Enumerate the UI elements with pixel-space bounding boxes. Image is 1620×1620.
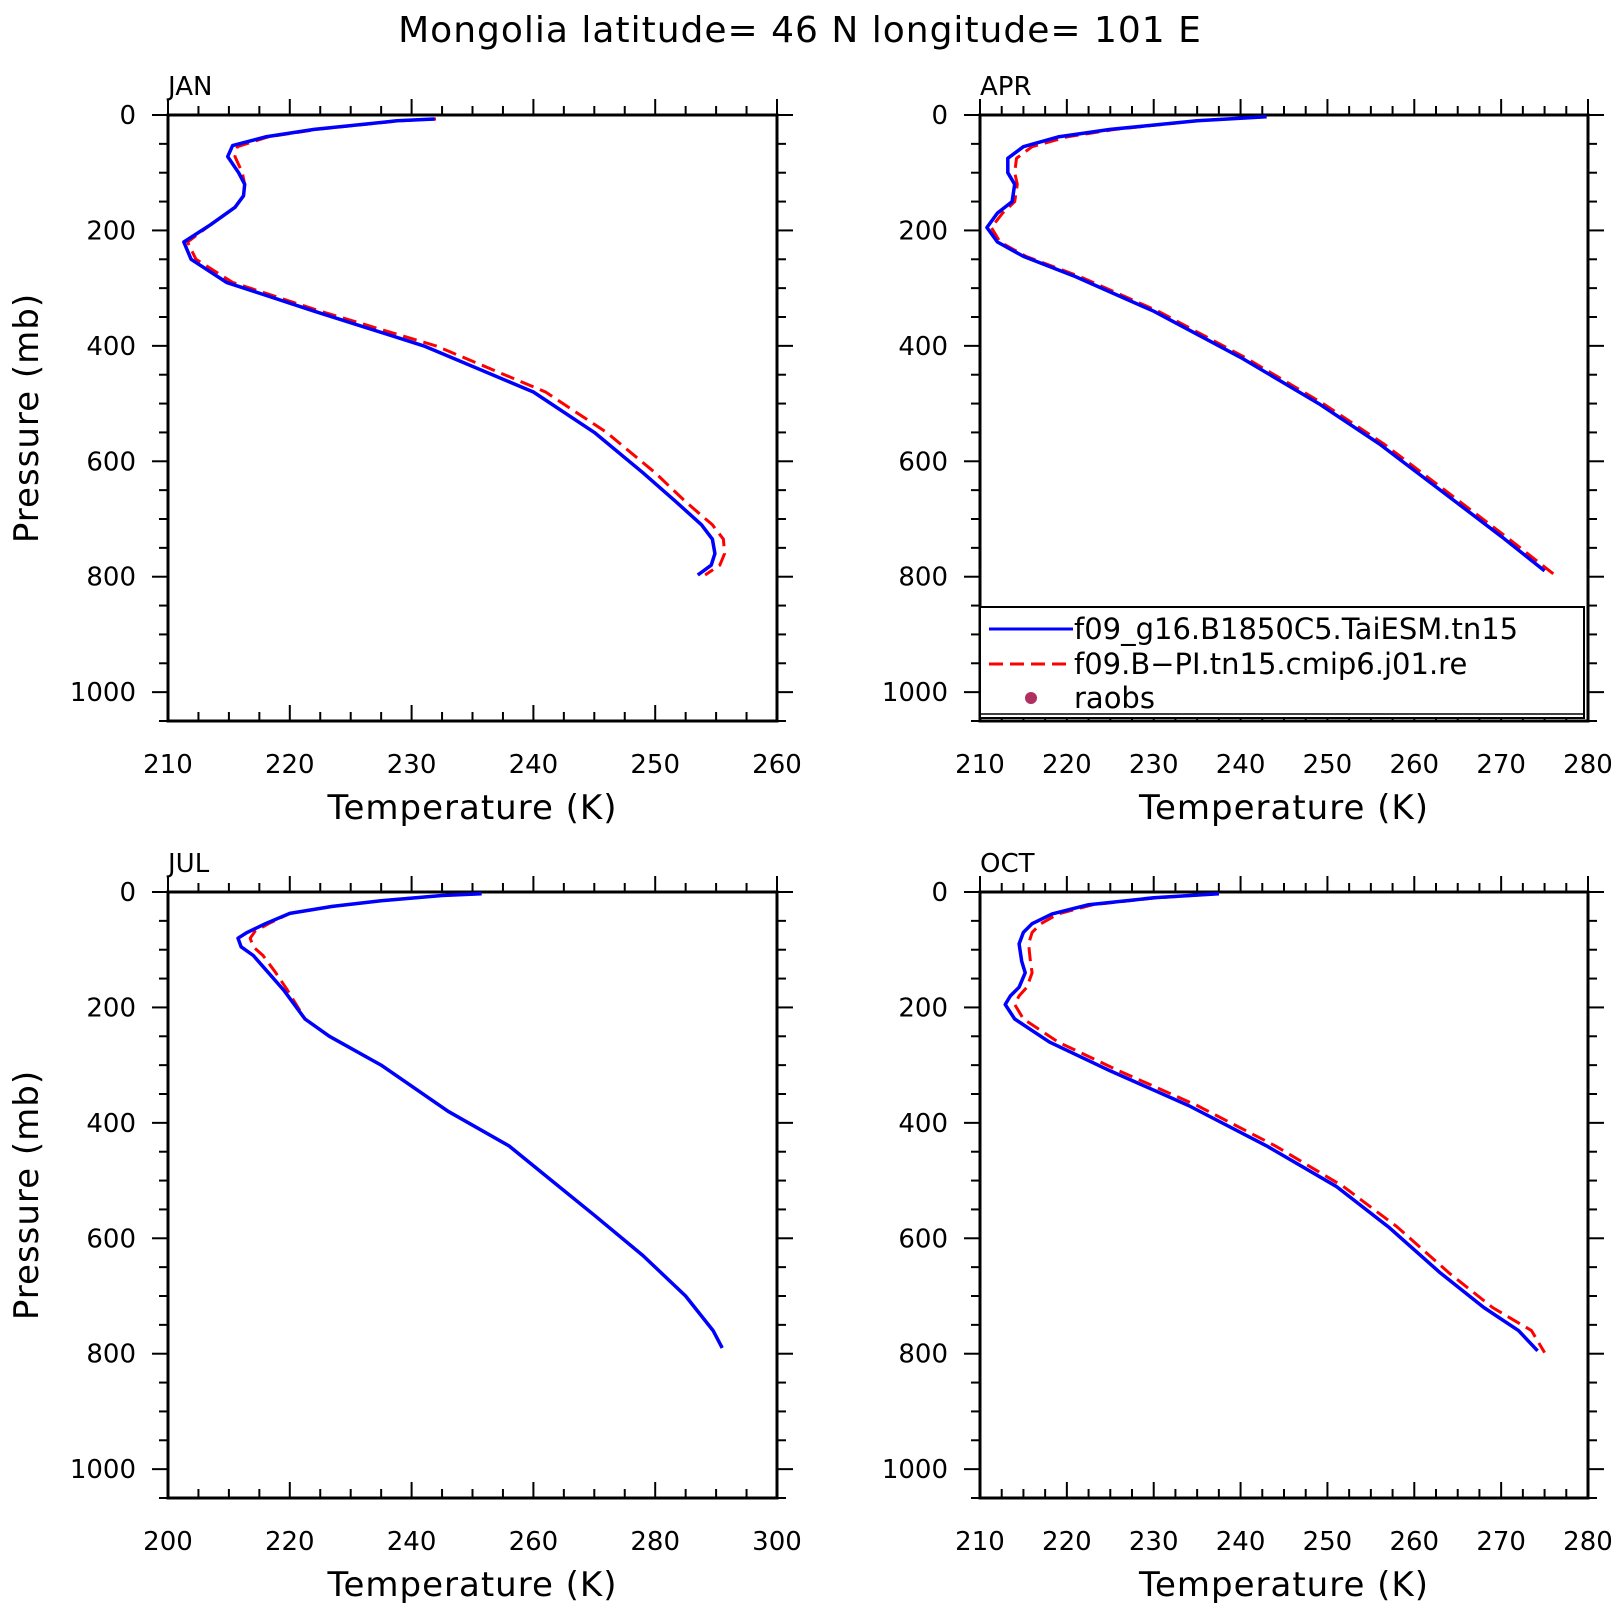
- y-tick-label: 600: [86, 447, 136, 477]
- x-axis-label: Temperature (K): [326, 1565, 617, 1605]
- x-tick-label: 260: [1389, 1527, 1439, 1557]
- y-tick-label: 400: [898, 332, 948, 362]
- x-tick-label: 220: [265, 1527, 315, 1557]
- y-tick-label: 0: [931, 101, 948, 131]
- y-tick-label: 600: [898, 1224, 948, 1254]
- x-tick-label: 210: [955, 1527, 1005, 1557]
- panel-jan: JAN 0 200 400 600 800 1000 210 220 230 240 250 260 Te…: [7, 72, 802, 828]
- y-tick-label: 200: [898, 216, 948, 246]
- series-line-taiesm: [236, 891, 724, 1349]
- x-tick-label: 240: [387, 1527, 437, 1557]
- y-tick-label: 600: [898, 447, 948, 477]
- x-tick-label: 250: [1303, 1527, 1353, 1557]
- x-tick-label: 210: [143, 750, 193, 780]
- x-tick-label: 260: [509, 1527, 559, 1557]
- x-axis-label: Temperature (K): [1138, 1565, 1429, 1605]
- legend: f09_g16.B1850C5.TaiESM.tn15f09.B−PI.tn15…: [979, 606, 1585, 719]
- panel-label: JAN: [166, 72, 212, 102]
- series-line-cmip6: [989, 115, 1555, 575]
- panel-label: OCT: [980, 849, 1035, 879]
- y-tick-label: 1000: [882, 678, 948, 708]
- x-tick-label: 240: [509, 750, 559, 780]
- y-tick-label: 600: [86, 1224, 136, 1254]
- x-tick-label: 300: [752, 1527, 802, 1557]
- y-tick-label: 0: [931, 878, 948, 908]
- x-tick-label: 220: [1042, 1527, 1092, 1557]
- legend-marker-raobs: [1025, 692, 1037, 704]
- y-tick-label: 1000: [70, 678, 136, 708]
- x-tick-label: 270: [1476, 750, 1526, 780]
- legend-label: f09.B−PI.tn15.cmip6.j01.re: [1074, 647, 1467, 681]
- panel-label: JUL: [166, 849, 210, 879]
- x-tick-label: 280: [630, 1527, 680, 1557]
- y-tick-label: 800: [86, 563, 136, 593]
- y-tick-label: 0: [119, 878, 136, 908]
- y-tick-label: 1000: [70, 1455, 136, 1485]
- plot-frame: [166, 890, 779, 1500]
- figure-title: Mongolia latitude= 46 N longitude= 101 E: [398, 10, 1202, 51]
- y-tick-label: 200: [898, 993, 948, 1023]
- legend-label: f09_g16.B1850C5.TaiESM.tn15: [1074, 612, 1518, 646]
- x-tick-label: 220: [1042, 750, 1092, 780]
- series-line-taiesm: [1003, 891, 1539, 1353]
- x-tick-label: 270: [1476, 1527, 1526, 1557]
- x-tick-label: 220: [265, 750, 315, 780]
- x-tick-label: 240: [1216, 750, 1266, 780]
- x-tick-label: 200: [143, 1527, 193, 1557]
- series-line-taiesm: [182, 117, 717, 577]
- x-tick-label: 260: [1389, 750, 1439, 780]
- x-tick-label: 230: [1129, 750, 1179, 780]
- x-tick-label: 210: [955, 750, 1005, 780]
- y-tick-label: 400: [86, 332, 136, 362]
- panel-oct: OCT 0 200 400 600 800 1000 210 220 230 240 250 260 27…: [882, 849, 1613, 1605]
- legend-box: [979, 606, 1585, 719]
- x-axis-label: Temperature (K): [1138, 788, 1429, 828]
- x-tick-label: 260: [752, 750, 802, 780]
- y-tick-label: 800: [898, 1340, 948, 1370]
- x-tick-label: 230: [387, 750, 437, 780]
- y-tick-label: 400: [86, 1109, 136, 1139]
- x-tick-label: 230: [1129, 1527, 1179, 1557]
- series-line-cmip6: [248, 892, 724, 1349]
- panel-label: APR: [980, 72, 1032, 102]
- y-axis-label: Pressure (mb): [7, 1070, 47, 1320]
- series-line-taiesm: [985, 114, 1546, 573]
- x-tick-label: 250: [1303, 750, 1353, 780]
- plot-frame: [166, 113, 779, 723]
- y-tick-label: 1000: [882, 1455, 948, 1485]
- y-tick-label: 800: [86, 1340, 136, 1370]
- y-tick-label: 200: [86, 993, 136, 1023]
- x-tick-label: 280: [1563, 750, 1613, 780]
- x-tick-label: 240: [1216, 1527, 1266, 1557]
- plot-frame: [978, 890, 1590, 1500]
- y-tick-label: 400: [898, 1109, 948, 1139]
- series-line-cmip6: [1013, 892, 1546, 1354]
- x-tick-label: 250: [630, 750, 680, 780]
- x-axis-label: Temperature (K): [326, 788, 617, 828]
- y-tick-label: 200: [86, 216, 136, 246]
- y-tick-label: 800: [898, 563, 948, 593]
- legend-label: raobs: [1074, 681, 1155, 715]
- y-axis-label: Pressure (mb): [7, 293, 47, 543]
- y-tick-label: 0: [119, 101, 136, 131]
- panel-jul: JUL 0 200 400 600 800 1000 200 220 240 260 280 300 Te…: [7, 849, 802, 1605]
- x-tick-label: 280: [1563, 1527, 1613, 1557]
- series-line-cmip6: [186, 117, 727, 577]
